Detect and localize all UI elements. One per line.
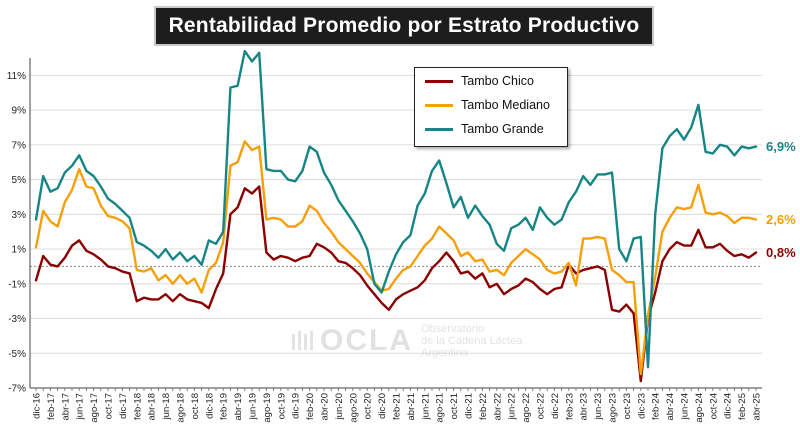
legend-item-chico: Tambo Chico — [425, 74, 534, 88]
end-label-mediano: 2,6% — [766, 211, 796, 227]
legend-item-mediano: Tambo Mediano — [425, 98, 550, 112]
x-tick-label: feb-25 — [737, 393, 748, 420]
legend: Tambo Chico Tambo Mediano Tambo Grande — [414, 67, 568, 147]
y-tick-label: -7% — [8, 384, 26, 395]
y-tick-label: -3% — [8, 314, 26, 325]
x-tick-label: dic-16 — [32, 393, 43, 419]
legend-item-grande: Tambo Grande — [425, 122, 544, 136]
x-tick-label: ago-24 — [694, 393, 705, 423]
x-tick-label: dic-17 — [118, 393, 129, 419]
x-tick-label: jun-17 — [75, 393, 86, 420]
x-tick-label: oct-23 — [622, 393, 633, 419]
x-tick-label: ago-18 — [176, 393, 187, 423]
ocla-watermark: OCLA Observatorio de la Cadena Láctea Ar… — [290, 323, 523, 359]
legend-label-mediano: Tambo Mediano — [461, 98, 550, 112]
x-tick-label: abr-18 — [147, 393, 158, 420]
x-tick-label: ago-21 — [435, 393, 446, 423]
x-tick-label: dic-23 — [636, 393, 647, 419]
x-tick-label: abr-20 — [320, 393, 331, 420]
x-tick-label: ago-23 — [608, 393, 619, 423]
y-tick-label: 5% — [12, 175, 27, 186]
y-tick-label: 3% — [12, 210, 27, 221]
x-tick-label: feb-24 — [651, 393, 662, 420]
x-tick-label: jun-22 — [507, 393, 518, 420]
watermark-logo: OCLA — [320, 324, 413, 357]
y-tick-label: 7% — [12, 140, 27, 151]
legend-swatch-grande — [425, 127, 453, 131]
x-tick-label: feb-17 — [46, 393, 57, 420]
y-tick-label: 9% — [12, 106, 27, 117]
x-tick-label: feb-18 — [132, 393, 143, 420]
y-tick-label: -1% — [8, 279, 26, 290]
x-tick-label: dic-24 — [723, 393, 734, 419]
x-tick-label: abr-17 — [60, 393, 71, 420]
x-tick-label: oct-17 — [104, 393, 115, 419]
chart-title-box: Rentabilidad Promedio por Estrato Produc… — [156, 8, 652, 44]
x-tick-label: jun-23 — [593, 393, 604, 420]
series-line-tambo-chico — [34, 185, 758, 383]
x-tick-label: jun-20 — [334, 393, 345, 420]
watermark-line3: Argentina — [421, 347, 469, 359]
x-tick-label: ago-22 — [521, 393, 532, 423]
x-tick-label: oct-19 — [276, 393, 287, 419]
x-tick-label: feb-22 — [478, 393, 489, 420]
x-tick-label: dic-22 — [550, 393, 561, 419]
watermark-text: Observatorio de la Cadena Láctea Argenti… — [421, 323, 523, 359]
series-lines — [34, 49, 758, 383]
x-tick-label: dic-21 — [464, 393, 475, 419]
y-tick-label: 11% — [7, 71, 26, 82]
x-tick-label: ago-17 — [89, 393, 100, 423]
x-tick-label: jun-18 — [161, 393, 172, 420]
y-tick-label: -5% — [8, 349, 26, 360]
legend-swatch-mediano — [425, 103, 453, 107]
x-tick-label: feb-21 — [392, 393, 403, 420]
x-tick-label: abr-22 — [492, 393, 503, 420]
end-label-grande: 6,9% — [766, 138, 796, 154]
x-tick-label: feb-19 — [219, 393, 230, 420]
end-label-chico: 0,8% — [766, 244, 796, 260]
x-tick-label: ago-19 — [262, 393, 273, 423]
x-tick-label: abr-25 — [752, 393, 763, 420]
x-tick-label: dic-20 — [377, 393, 388, 419]
x-tick-label: oct-18 — [190, 393, 201, 419]
x-tick-label: abr-19 — [233, 393, 244, 420]
x-tick-label: oct-20 — [363, 393, 374, 419]
x-tick-label: oct-21 — [449, 393, 460, 419]
watermark-line2: de la Cadena Láctea — [421, 335, 523, 347]
x-tick-label: ago-20 — [348, 393, 359, 423]
y-tick-label: 1% — [12, 245, 27, 256]
x-tick-label: dic-18 — [204, 393, 215, 419]
x-tick-label: jun-19 — [248, 393, 259, 420]
series-line-tambo-grande — [34, 49, 758, 369]
axes: -7%-5%-3%-1%1%3%5%7%9%11%dic-16 feb-17 abr… — [7, 58, 763, 423]
x-tick-label: feb-23 — [564, 393, 575, 420]
x-tick-label: feb-20 — [305, 393, 316, 420]
chart-title: Rentabilidad Promedio por Estrato Produc… — [168, 14, 640, 37]
x-tick-label: dic-19 — [291, 393, 302, 419]
x-tick-label: abr-24 — [665, 393, 676, 420]
ocla-logo-icon — [292, 331, 313, 350]
series-line-tambo-mediano — [34, 140, 758, 376]
x-tick-label: jun-24 — [680, 393, 691, 420]
legend-label-chico: Tambo Chico — [461, 74, 534, 88]
x-tick-label: oct-22 — [536, 393, 547, 419]
watermark-line1: Observatorio — [421, 323, 484, 335]
x-tick-label: oct-24 — [708, 393, 719, 419]
grid — [30, 74, 762, 389]
legend-label-grande: Tambo Grande — [461, 122, 544, 136]
x-tick-label: jun-21 — [420, 393, 431, 420]
x-tick-label: abr-23 — [579, 393, 590, 420]
x-tick-label: abr-21 — [406, 393, 417, 420]
legend-swatch-chico — [425, 79, 453, 83]
